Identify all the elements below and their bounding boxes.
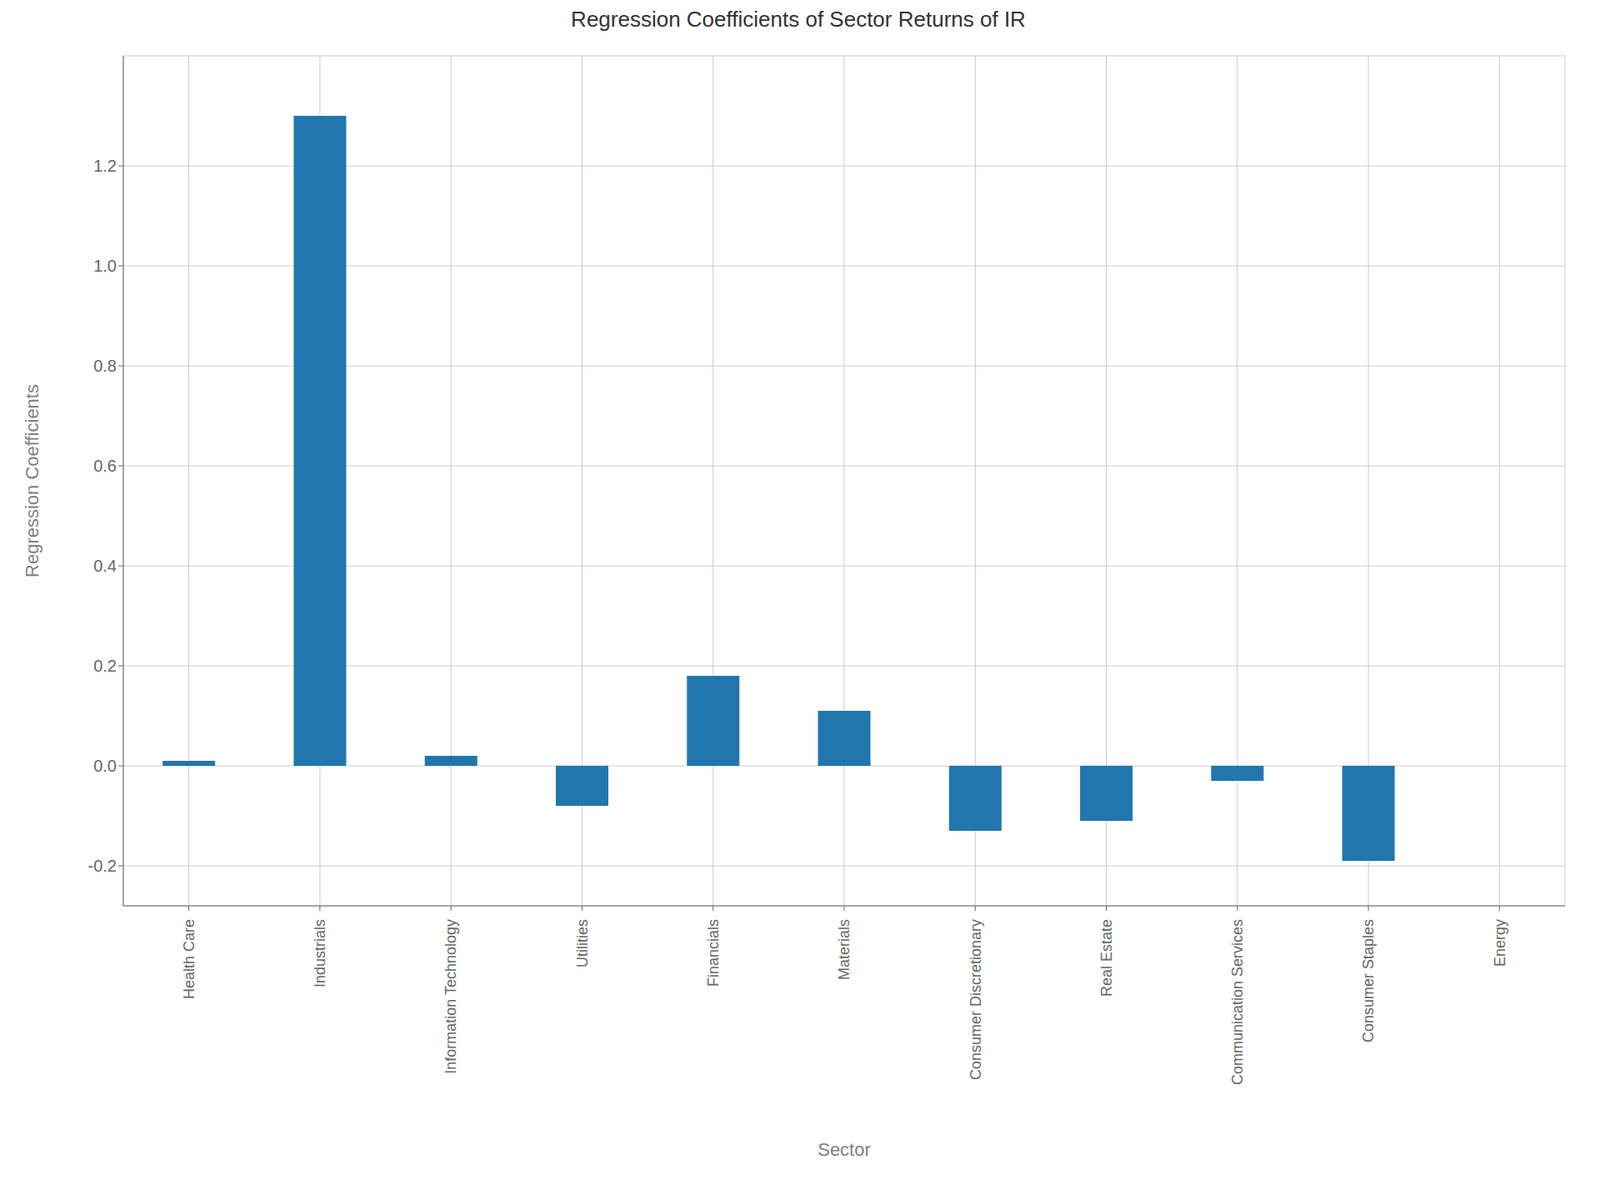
svg-text:Health Care: Health Care [180,919,198,1000]
svg-text:Regression Coefficients: Regression Coefficients [21,384,43,578]
html-text:Regression Coefficients of Sec: Regression Coefficients of Sector Return… [570,6,1026,32]
svg-text:0.2: 0.2 [93,656,117,675]
svg-text:Real Estate: Real Estate [1098,919,1115,997]
svg-text:Utilities: Utilities [574,919,591,968]
svg-text:-0.2: -0.2 [88,856,117,875]
svg-text:Sector: Sector [817,1139,871,1160]
svg-text:Consumer Staples: Consumer Staples [1360,919,1377,1043]
svg-text:1.0: 1.0 [93,256,117,275]
svg-text:Communication Services: Communication Services [1229,919,1246,1085]
svg-text:1.2: 1.2 [93,156,117,175]
svg-text:0.6: 0.6 [93,456,117,475]
svg-text:0.0: 0.0 [93,756,117,775]
svg-text:Materials: Materials [835,919,853,980]
svg-text:Information Technology: Information Technology [442,919,460,1075]
svg-text:Financials: Financials [705,919,722,987]
svg-text:0.8: 0.8 [93,356,117,375]
svg-text:Industrials: Industrials [311,919,329,988]
svg-text:0.4: 0.4 [93,556,117,575]
svg-text:Energy: Energy [1491,919,1509,967]
svg-text:Consumer Discretionary: Consumer Discretionary [967,919,985,1080]
